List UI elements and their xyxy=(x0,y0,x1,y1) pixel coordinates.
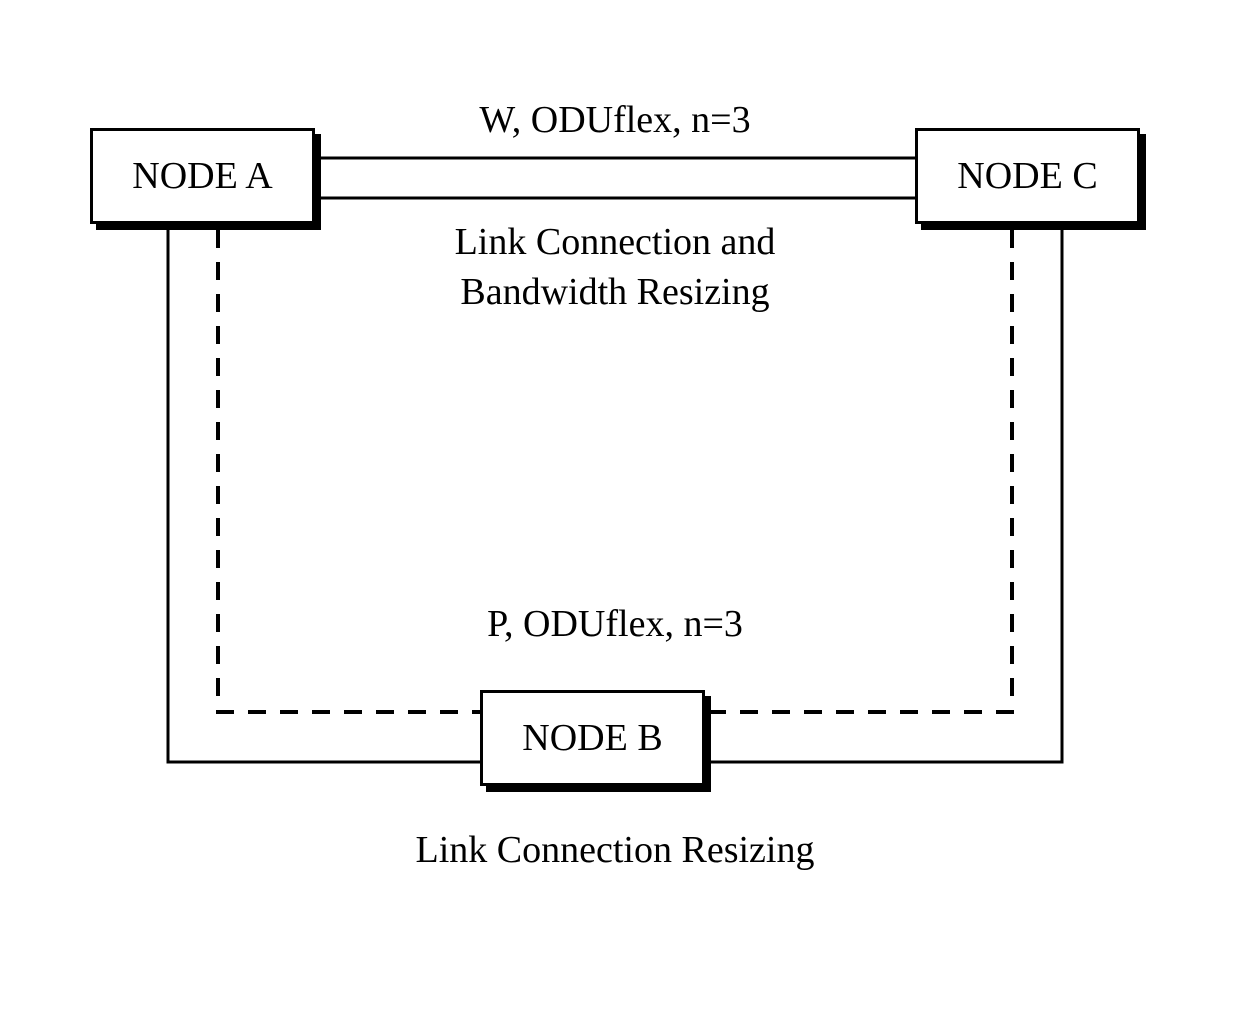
edge-protect-a-b-dashed xyxy=(218,230,480,712)
label-top-link-sub1: Link Connection and xyxy=(455,220,776,264)
node-a-label: NODE A xyxy=(132,154,272,198)
node-c: NODE C xyxy=(915,128,1140,224)
label-bottom-caption: Link Connection Resizing xyxy=(416,828,815,872)
label-bottom-link: P, ODUflex, n=3 xyxy=(487,602,743,646)
node-b-label: NODE B xyxy=(522,716,662,760)
node-a: NODE A xyxy=(90,128,315,224)
edge-protect-a-b-solid xyxy=(168,230,480,762)
label-top-link: W, ODUflex, n=3 xyxy=(479,98,750,142)
node-b: NODE B xyxy=(480,690,705,786)
node-c-label: NODE C xyxy=(957,154,1097,198)
label-top-link-sub2: Bandwidth Resizing xyxy=(460,270,769,314)
network-diagram: NODE A NODE C NODE B W, ODUflex, n=3 Lin… xyxy=(0,0,1241,1009)
